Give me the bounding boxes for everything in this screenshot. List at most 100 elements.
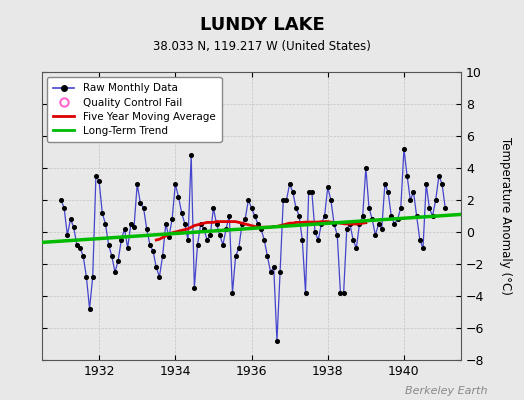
Point [317,221,325,227]
Point [282,197,291,203]
Point [136,200,145,206]
Point [219,242,227,248]
Point [168,216,177,222]
Point [222,226,230,232]
Point [101,221,110,227]
Point [340,290,348,296]
Point [57,197,65,203]
Point [304,189,313,195]
Point [343,226,351,232]
Point [381,181,389,187]
Point [276,269,285,275]
Point [200,226,208,232]
Point [257,226,265,232]
Point [336,290,345,296]
Point [320,213,329,219]
Point [419,245,427,251]
Point [279,197,288,203]
Point [111,269,119,275]
Point [352,245,361,251]
Point [190,285,199,291]
Point [295,213,303,219]
Point [250,213,259,219]
Point [117,237,125,243]
Point [365,205,373,211]
Point [390,221,399,227]
Point [184,237,192,243]
Text: Berkeley Earth: Berkeley Earth [405,386,487,396]
Point [133,181,141,187]
Point [158,253,167,259]
Point [244,197,253,203]
Point [60,205,68,211]
Point [409,189,418,195]
Point [400,146,408,152]
Point [384,189,392,195]
Point [241,216,249,222]
Point [127,221,135,227]
Point [228,290,237,296]
Point [422,181,430,187]
Point [165,234,173,240]
Point [254,221,262,227]
Point [215,232,224,238]
Point [358,213,367,219]
Point [403,173,411,179]
Point [149,248,157,254]
Text: 38.033 N, 119.217 W (United States): 38.033 N, 119.217 W (United States) [153,40,371,53]
Text: Temperature Anomaly (°C): Temperature Anomaly (°C) [499,137,512,295]
Point [209,205,217,211]
Point [326,197,335,203]
Point [225,213,234,219]
Point [346,221,354,227]
Point [187,152,195,158]
Point [124,245,132,251]
Point [435,173,443,179]
Legend: Raw Monthly Data, Quality Control Fail, Five Year Moving Average, Long-Term Tren: Raw Monthly Data, Quality Control Fail, … [47,77,222,142]
Point [441,205,450,211]
Point [161,221,170,227]
Point [314,237,322,243]
Point [438,181,446,187]
Point [308,189,316,195]
Point [235,245,243,251]
Point [79,253,88,259]
Point [196,221,205,227]
Point [289,189,297,195]
Point [394,216,402,222]
Point [92,173,100,179]
Point [212,221,221,227]
Point [130,224,138,230]
Point [425,205,433,211]
Point [323,184,332,190]
Point [301,290,310,296]
Point [152,264,160,270]
Point [397,205,405,211]
Point [139,205,148,211]
Point [333,232,342,238]
Point [263,253,271,259]
Point [73,242,81,248]
Point [114,258,122,264]
Point [70,224,78,230]
Point [330,221,339,227]
Point [349,237,357,243]
Point [266,269,275,275]
Text: LUNDY LAKE: LUNDY LAKE [200,16,324,34]
Point [286,181,294,187]
Point [63,232,72,238]
Point [203,237,211,243]
Point [269,264,278,270]
Point [362,165,370,171]
Point [155,274,163,280]
Point [89,274,97,280]
Point [355,221,364,227]
Point [374,221,383,227]
Point [85,306,94,312]
Point [431,197,440,203]
Point [371,232,379,238]
Point [178,210,186,216]
Point [368,216,376,222]
Point [107,253,116,259]
Point [174,194,183,200]
